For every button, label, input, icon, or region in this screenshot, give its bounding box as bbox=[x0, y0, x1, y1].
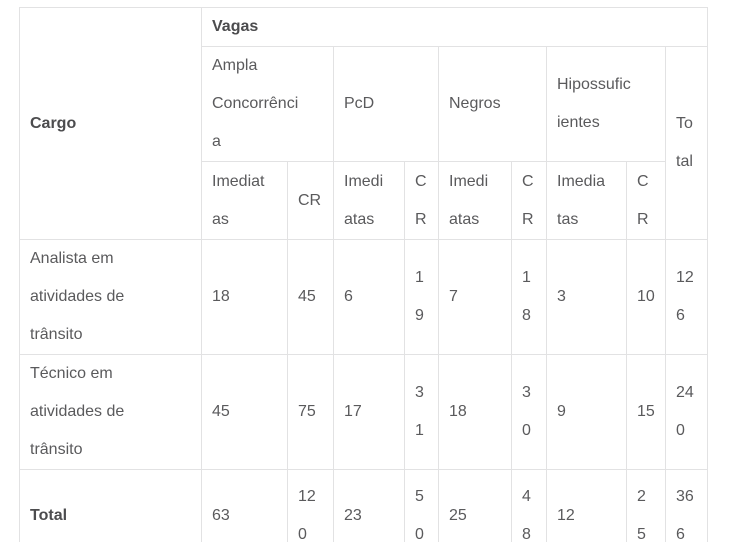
data-cell: 25 bbox=[626, 469, 666, 542]
data-cell: 366 bbox=[664, 469, 709, 542]
data-cell: 48 bbox=[511, 469, 547, 542]
data-cell: 15 bbox=[626, 354, 666, 470]
data-cell: 7 bbox=[438, 239, 512, 355]
data-cell: 3 bbox=[546, 239, 627, 355]
corner-header-cargo: Cargo bbox=[19, 7, 202, 240]
data-cell: 19 bbox=[404, 239, 439, 355]
data-cell: 12 bbox=[546, 469, 627, 542]
group-header-pcd: PcD bbox=[333, 46, 439, 162]
subheader-negros-imediatas: Imediatas bbox=[438, 161, 512, 240]
data-cell: 23 bbox=[333, 469, 405, 542]
subheader-ampla-imediatas: Imediatas bbox=[201, 161, 288, 240]
group-header-negros: Negros bbox=[438, 46, 547, 162]
vagas-table: Cargo Vagas Ampla Concorrência PcD Negro… bbox=[19, 7, 709, 542]
data-cell: 18 bbox=[511, 239, 547, 355]
data-cell: 31 bbox=[404, 354, 439, 470]
data-cell: 120 bbox=[287, 469, 334, 542]
subheader-hipossuficientes-imediatas: Imediatas bbox=[546, 161, 627, 240]
data-cell: 75 bbox=[287, 354, 334, 470]
group-header-hipossuficientes: Hipossuficientes bbox=[546, 46, 666, 162]
table-row-tecnico: Técnico em atividades de trânsito 45 75 … bbox=[19, 354, 709, 470]
group-header-ampla-concorrencia: Ampla Concorrência bbox=[201, 46, 334, 162]
data-cell: 45 bbox=[287, 239, 334, 355]
table-row-analista: Analista em atividades de trânsito 18 45… bbox=[19, 239, 709, 355]
data-cell: 30 bbox=[511, 354, 547, 470]
subheader-pcd-cr: CR bbox=[404, 161, 439, 240]
subheader-ampla-cr: CR bbox=[287, 161, 334, 240]
subheader-hipossuficientes-cr: CR bbox=[626, 161, 666, 240]
column-header-total: Total bbox=[664, 46, 709, 240]
data-cell: 63 bbox=[201, 469, 288, 542]
data-cell-value: 25 bbox=[637, 487, 646, 542]
row-label-total: Total bbox=[19, 469, 202, 542]
data-cell: 18 bbox=[201, 239, 288, 355]
data-cell: 25 bbox=[438, 469, 512, 542]
group-header-vagas: Vagas bbox=[200, 7, 709, 47]
data-cell: 126 bbox=[664, 239, 709, 355]
data-cell: 45 bbox=[201, 354, 288, 470]
data-cell: 18 bbox=[438, 354, 512, 470]
data-cell: 10 bbox=[626, 239, 666, 355]
data-cell: 9 bbox=[546, 354, 627, 470]
subheader-negros-cr: CR bbox=[511, 161, 547, 240]
data-cell: 17 bbox=[333, 354, 405, 470]
data-cell: 6 bbox=[333, 239, 405, 355]
subheader-pcd-imediatas: Imediatas bbox=[333, 161, 405, 240]
data-cell: 240 bbox=[664, 354, 709, 470]
row-label: Analista em atividades de trânsito bbox=[19, 239, 202, 355]
data-cell: 50 bbox=[404, 469, 439, 542]
row-label: Técnico em atividades de trânsito bbox=[19, 354, 202, 470]
table-row-total: Total 63 120 23 50 25 48 12 25 366 bbox=[19, 469, 709, 542]
